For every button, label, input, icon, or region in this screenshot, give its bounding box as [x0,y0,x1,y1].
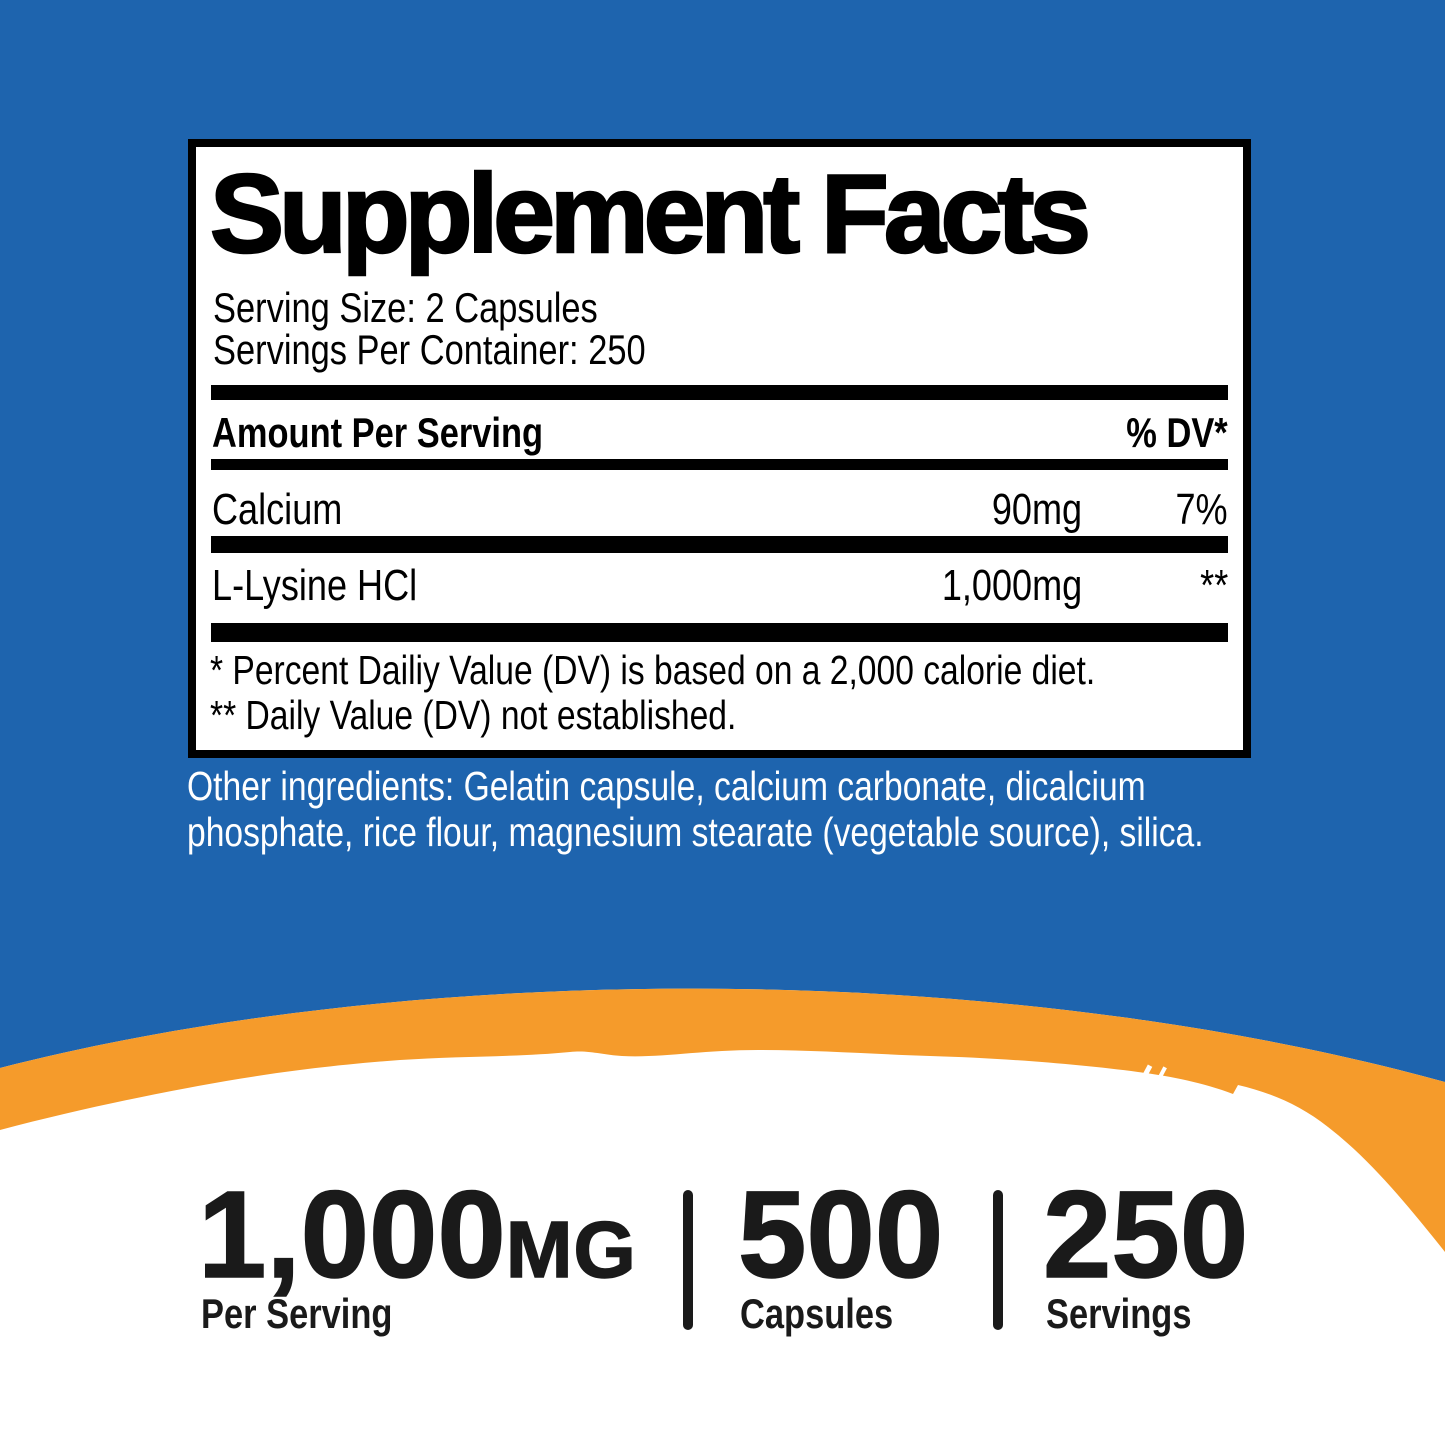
stat-per-serving-value: 1,000MG [197,1173,637,1298]
nutrient-dv: 7% [1175,485,1228,534]
stat-per-serving-label: Per Serving [201,1290,393,1337]
stat-value: 1,000 [197,1167,506,1304]
table-divider-bar [211,536,1228,553]
servings-per-container-line: Servings Per Container: 250 [213,326,646,373]
stat-servings-value: 250 [1042,1173,1249,1298]
table-header-row: Amount Per Serving % DV* [196,412,1243,462]
table-divider-bar [211,623,1228,642]
table-row: L-Lysine HCl 1,000mg ** [196,564,1243,614]
stat-value: 250 [1042,1167,1249,1304]
stat-capsules-value: 500 [737,1173,944,1298]
stat-divider [683,1190,693,1330]
table-row: Calcium 90mg 7% [196,488,1243,538]
amount-per-serving-label: Amount Per Serving [212,409,544,456]
orange-swoosh-shape [0,988,1445,1252]
table-divider-bar [211,459,1228,470]
panel-title: Supplement Facts [209,152,1093,276]
nutrient-amount: 90mg [991,485,1082,534]
nutrient-name: Calcium [212,485,343,534]
nutrient-name: L-Lysine HCl [212,561,418,610]
stat-divider [993,1190,1003,1330]
stat-servings-label: Servings [1046,1290,1192,1337]
supplement-facts-panel: Supplement Facts Serving Size: 2 Capsule… [188,139,1251,758]
percent-dv-label: % DV* [1126,409,1228,456]
stat-unit: MG [505,1205,637,1294]
stat-capsules-label: Capsules [740,1290,894,1337]
table-divider-bar [211,385,1228,400]
serving-size-line: Serving Size: 2 Capsules [213,284,598,331]
stat-value: 500 [737,1167,944,1304]
nutrient-dv: ** [1199,561,1228,610]
dv-footnote: * Percent Dailiy Value (DV) is based on … [210,647,1096,693]
dv-not-established-footnote: ** Daily Value (DV) not established. [210,692,737,738]
nutrient-amount: 1,000mg [941,561,1082,610]
swoosh-brush-marks [1136,1064,1167,1089]
other-ingredients-text: Other ingredients: Gelatin capsule, calc… [187,763,1204,855]
